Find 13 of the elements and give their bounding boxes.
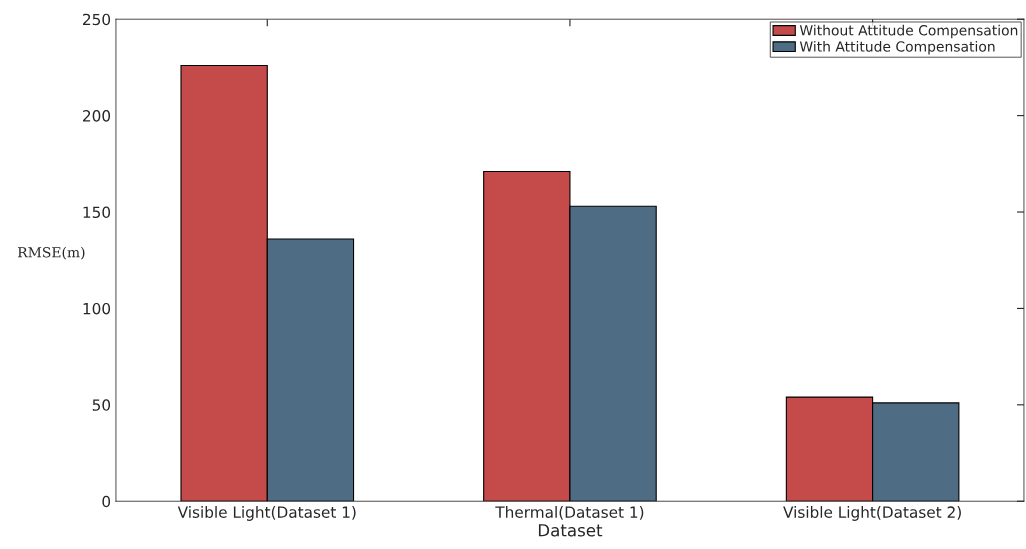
y-tick-label: 150	[83, 206, 111, 219]
legend-label: Without Attitude Compensation	[799, 24, 1018, 39]
x-axis-title: Dataset	[538, 524, 603, 537]
y-tick-label: 100	[83, 302, 111, 315]
y-tick-label: 0	[102, 495, 111, 508]
x-tick-label: Visible Light(Dataset 1)	[177, 506, 356, 521]
y-tick-label: 200	[83, 110, 111, 122]
x-tick-label: Thermal(Dataset 1)	[495, 506, 644, 520]
y-axis-title: RMSE(m)	[17, 246, 85, 260]
legend-label: With Attitude Compensation	[799, 40, 995, 55]
y-tick-label: 250	[83, 13, 111, 26]
y-tick-label: 50	[92, 399, 111, 411]
x-tick-label: Visible Light(Dataset 2)	[783, 506, 961, 521]
